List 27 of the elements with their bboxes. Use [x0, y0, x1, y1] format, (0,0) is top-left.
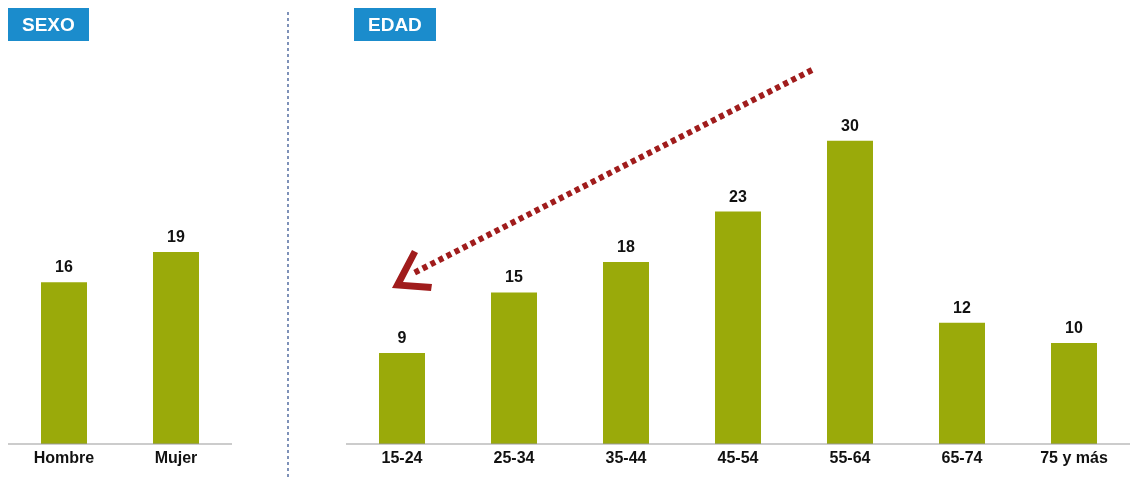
- data-label: 10: [1065, 318, 1083, 336]
- data-label: 15: [505, 268, 523, 286]
- bar: [603, 262, 649, 444]
- x-tick-label: 55-64: [829, 449, 871, 467]
- x-tick-label: 65-74: [941, 449, 983, 467]
- bar: [939, 322, 985, 444]
- data-label: 30: [841, 116, 859, 134]
- data-label: 18: [617, 238, 635, 256]
- x-tick-label: Mujer: [154, 449, 198, 467]
- bar: [379, 353, 425, 444]
- data-label: 9: [397, 329, 407, 347]
- bar: [1051, 342, 1097, 444]
- x-tick-label: 35-44: [605, 449, 647, 467]
- x-tick-label: 45-54: [717, 449, 759, 467]
- x-tick-label: Hombre: [33, 449, 95, 467]
- x-tick-label: 75 y más: [1040, 449, 1108, 467]
- data-label: 23: [729, 187, 747, 205]
- data-label: 12: [953, 298, 971, 316]
- x-tick-label: 15-24: [381, 449, 423, 467]
- data-label: 16: [55, 258, 73, 276]
- x-tick-label: 25-34: [493, 449, 535, 467]
- data-label: 19: [167, 227, 185, 245]
- bar: [491, 292, 537, 444]
- bar: [827, 140, 873, 444]
- bar: [715, 211, 761, 444]
- chart-title: SEXO: [8, 8, 89, 41]
- chart-title: EDAD: [354, 8, 436, 41]
